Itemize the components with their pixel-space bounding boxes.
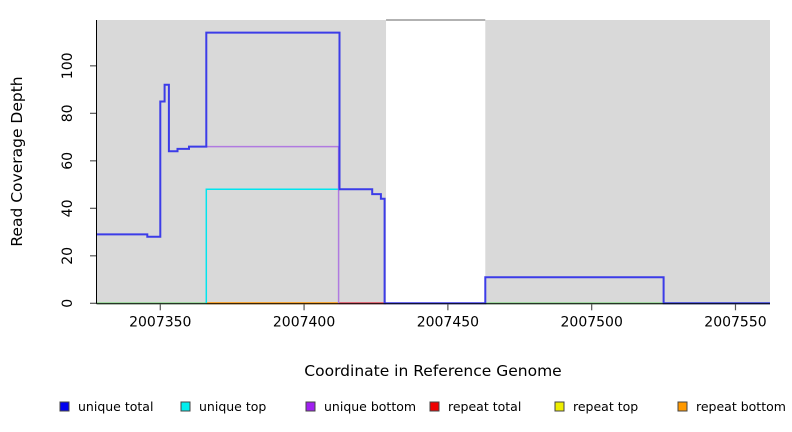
legend-item-unique-bottom: unique bottom [305, 399, 416, 414]
y-axis-label: Read Coverage Depth [8, 76, 26, 246]
y-tick-label: 20 [60, 247, 76, 265]
x-tick-label: 2007350 [129, 314, 191, 330]
y-tick-label: 60 [60, 152, 76, 170]
legend: unique total unique top unique bottom repea… [59, 399, 786, 414]
x-tick-label: 2007450 [417, 314, 479, 330]
legend-swatch [429, 401, 440, 412]
x-tick-label: 2007550 [704, 314, 766, 330]
legend-label: unique bottom [324, 399, 416, 414]
plot-panel [97, 19, 770, 304]
x-axis-label: Coordinate in Reference Genome [304, 362, 561, 380]
y-tick-label: 40 [60, 199, 76, 217]
legend-item-repeat-total: repeat total [429, 399, 521, 414]
x-tick-label: 2007500 [561, 314, 623, 330]
legend-item-unique-total: unique total [59, 399, 153, 414]
axes: 2007350 2007400 2007450 2007500 2007550 0 20 40… [60, 20, 770, 330]
legend-swatch [677, 401, 688, 412]
legend-swatch [305, 401, 316, 412]
series-unique-top [205, 188, 339, 304]
legend-swatch [180, 401, 191, 412]
legend-label: unique total [78, 399, 153, 414]
y-tick-label: 80 [60, 104, 76, 122]
y-tick-label: 100 [60, 52, 76, 79]
legend-label: unique top [199, 399, 266, 414]
legend-label: repeat total [448, 399, 521, 414]
legend-item-repeat-bottom: repeat bottom [677, 399, 786, 414]
legend-label: repeat top [573, 399, 638, 414]
legend-swatch [554, 401, 565, 412]
x-tick-label: 2007400 [273, 314, 335, 330]
uncovered-region [386, 20, 486, 304]
y-tick-label: 0 [60, 299, 76, 308]
legend-swatch [59, 401, 70, 412]
legend-item-repeat-top: repeat top [554, 399, 638, 414]
legend-label: repeat bottom [696, 399, 786, 414]
legend-item-unique-top: unique top [180, 399, 266, 414]
